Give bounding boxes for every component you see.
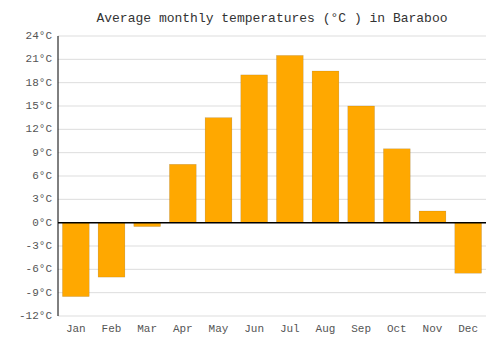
y-tick-label: -12°C	[19, 310, 52, 322]
y-tick-label: 24°C	[26, 30, 53, 42]
bar	[383, 149, 410, 223]
grid-line	[58, 129, 486, 130]
bar	[205, 118, 232, 223]
y-tick-label: -6°C	[26, 263, 53, 275]
y-tick-label: -3°C	[26, 240, 53, 252]
y-tick-label: 3°C	[32, 193, 52, 205]
x-ticks: Jan Feb Mar Apr May Jun Jul Aug Sep Oct Nov Dec	[66, 323, 478, 335]
title: Average monthly temperatures (°C ) in Ba…	[96, 11, 447, 26]
grid-line	[58, 176, 486, 177]
x-tick-label: Apr	[173, 323, 193, 335]
bar	[241, 75, 268, 223]
y-tick-label: -9°C	[26, 287, 53, 299]
bar	[312, 71, 339, 223]
chart: -12°C -9°C -6°C -3°C 0°C 3°C 6°C 9°C 12°C 15°C 18°…	[0, 0, 500, 350]
grid-line	[58, 316, 486, 317]
x-tick-label: Oct	[387, 323, 407, 335]
y-tick-label: 18°C	[26, 77, 53, 89]
bar	[169, 164, 196, 222]
grid-line	[58, 222, 486, 223]
x-tick-label: Nov	[423, 323, 443, 335]
y-tick-label: 0°C	[32, 217, 52, 229]
y-tick-label: 9°C	[32, 147, 52, 159]
x-tick-label: Jun	[244, 323, 264, 335]
y-tick-label: 6°C	[32, 170, 52, 182]
bar	[455, 223, 482, 274]
zero-line	[58, 222, 486, 224]
grid	[58, 36, 486, 316]
grid-line	[58, 152, 486, 153]
bar	[276, 55, 303, 222]
grid-line	[58, 199, 486, 200]
x-tick-label: Jan	[66, 323, 86, 335]
x-tick-label: Sep	[351, 323, 371, 335]
y-tick-label: 21°C	[26, 53, 53, 65]
bar	[98, 223, 125, 277]
y-tick-label: 15°C	[26, 100, 53, 112]
x-tick-label: Aug	[316, 323, 336, 335]
y-tick-label: 12°C	[26, 123, 53, 135]
bars	[62, 55, 481, 296]
bar	[62, 223, 89, 297]
x-tick-label: Feb	[102, 323, 122, 335]
bar	[419, 211, 446, 223]
grid-line	[58, 106, 486, 107]
grid-line	[58, 36, 486, 37]
x-tick-label: May	[209, 323, 229, 335]
bar	[348, 106, 375, 223]
grid-line	[58, 292, 486, 293]
grid-line	[58, 82, 486, 83]
x-tick-label: Mar	[137, 323, 157, 335]
y-ticks: -12°C -9°C -6°C -3°C 0°C 3°C 6°C 9°C 12°C 15°C 18°…	[19, 30, 52, 322]
y-axis-line	[58, 36, 59, 316]
x-tick-label: Jul	[280, 323, 300, 335]
x-tick-label: Dec	[458, 323, 478, 335]
grid-line	[58, 59, 486, 60]
